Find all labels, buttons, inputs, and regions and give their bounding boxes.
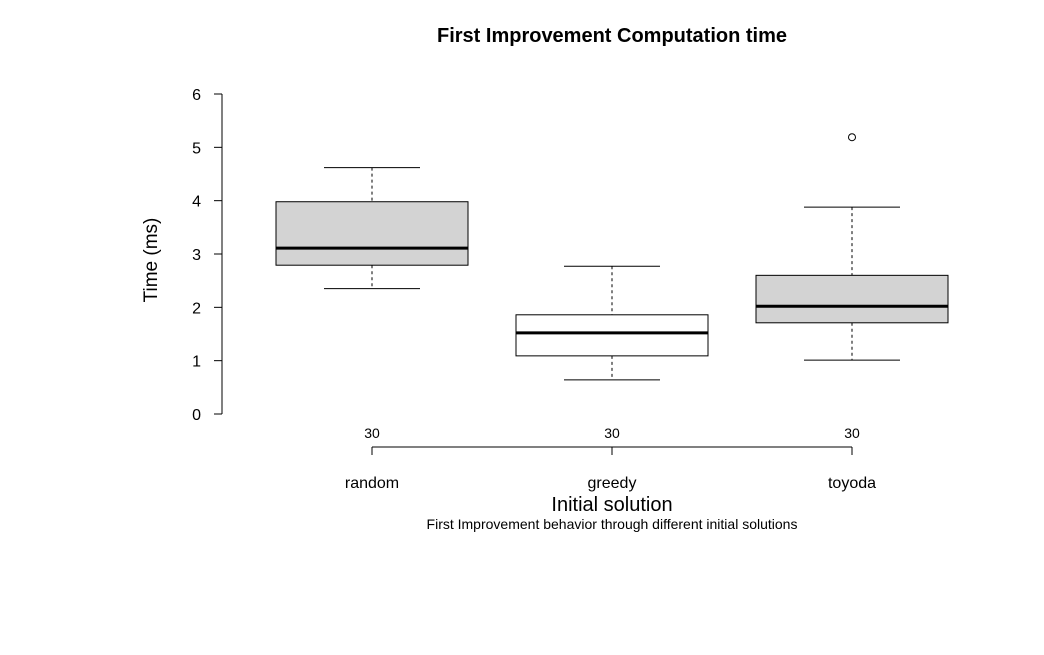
x-tick-label-random: random xyxy=(345,475,399,492)
box-series xyxy=(275,133,949,381)
count-label-random: 30 xyxy=(364,425,380,441)
y-tick-label-0: 0 xyxy=(192,407,201,424)
chart-title: First Improvement Computation time xyxy=(437,25,787,47)
x-tick-label-toyoda: toyoda xyxy=(828,475,876,492)
y-tick-label-3: 3 xyxy=(192,247,201,264)
y-axis-label: Time (ms) xyxy=(141,218,162,303)
box-toyoda xyxy=(755,133,949,361)
outlier-toyoda-0 xyxy=(848,133,856,142)
y-tick-label-1: 1 xyxy=(192,354,201,371)
y-tick-label-5: 5 xyxy=(192,140,201,157)
count-label-greedy: 30 xyxy=(604,425,620,441)
x-axis-label: Initial solution xyxy=(551,494,672,516)
chart-caption: First Improvement behavior through diffe… xyxy=(427,516,798,532)
iqr-box-greedy xyxy=(515,314,709,357)
y-tick-label-6: 6 xyxy=(192,87,201,104)
iqr-box-toyoda xyxy=(755,274,949,324)
count-label-toyoda: 30 xyxy=(844,425,860,441)
y-axis: 0 1 2 3 4 5 6 xyxy=(192,87,223,424)
box-random xyxy=(275,167,469,290)
y-tick-label-4: 4 xyxy=(192,194,201,211)
y-tick-label-2: 2 xyxy=(192,300,201,317)
x-axis: 30 random 30 greedy 30 toyoda xyxy=(345,425,876,492)
iqr-box-random xyxy=(275,201,469,266)
x-tick-label-greedy: greedy xyxy=(588,475,637,492)
box-greedy xyxy=(515,265,709,381)
